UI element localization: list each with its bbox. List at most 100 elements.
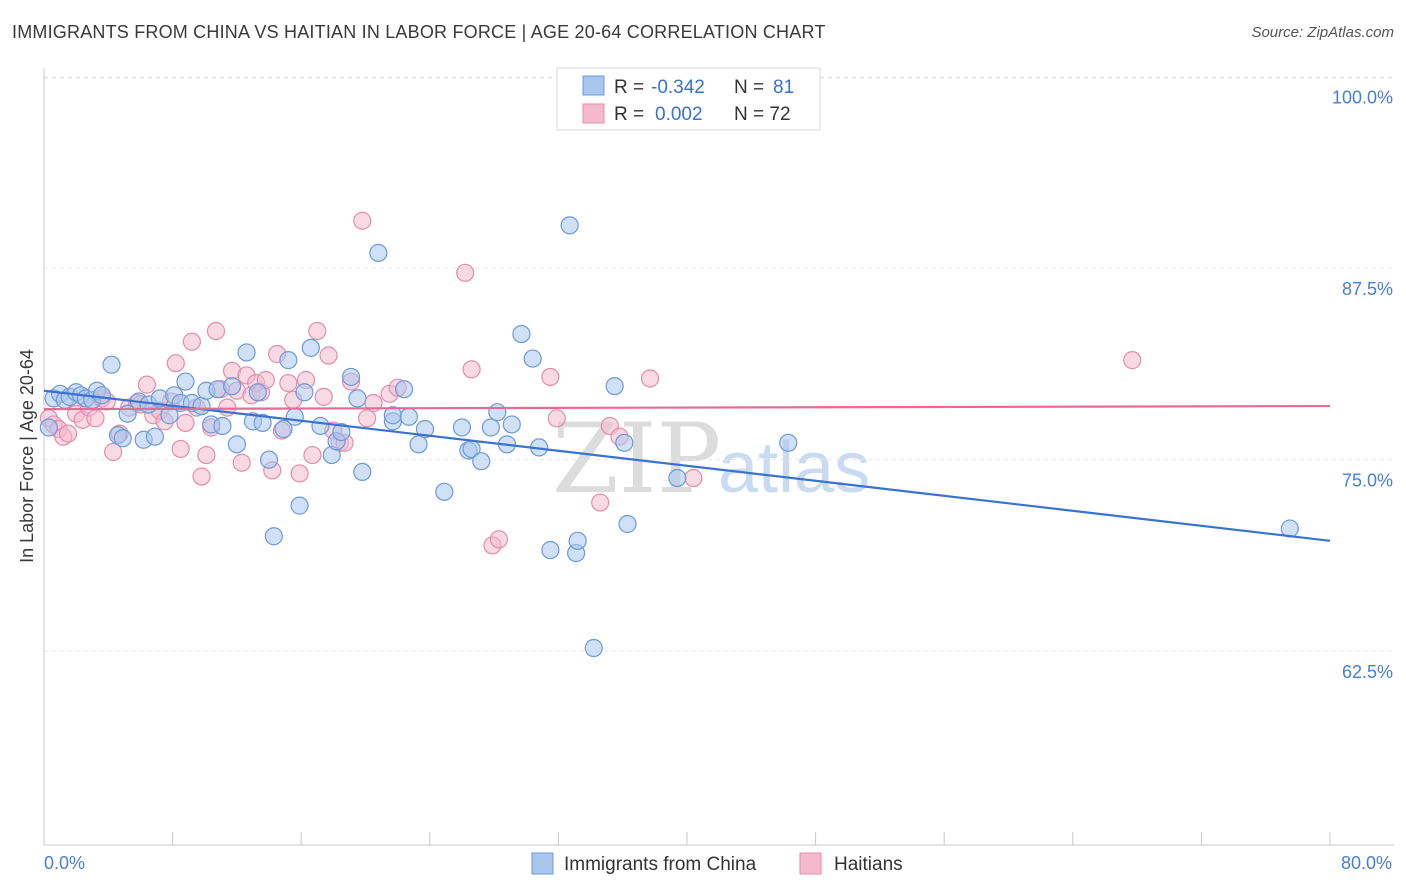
trend-lines <box>43 389 1331 542</box>
bottom-legend-label-haitians: Haitians <box>834 854 903 875</box>
china-point <box>227 435 246 454</box>
chart-title: IMMIGRANTS FROM CHINA VS HAITIAN IN LABO… <box>12 22 826 42</box>
haitians-point <box>182 332 201 351</box>
china-point <box>369 243 388 263</box>
haitians-point <box>547 409 566 428</box>
haitians-trend-line <box>43 404 1331 411</box>
china-point <box>160 406 179 425</box>
y-tick-label: 100.0% <box>1332 88 1393 108</box>
haitians-point <box>541 367 560 387</box>
china-point <box>311 416 330 436</box>
china-point <box>779 433 798 452</box>
china-point <box>472 452 491 471</box>
y-axis-label: In Labor Force | Age 20-64 <box>17 349 37 563</box>
china-point <box>348 389 367 408</box>
y-tick-label: 62.5% <box>1342 662 1393 682</box>
china-point <box>237 343 256 362</box>
china-point <box>409 435 428 454</box>
haitians-point <box>232 453 251 472</box>
china-point <box>259 450 279 469</box>
haitians-point <box>290 464 309 483</box>
haitians-point <box>279 373 298 393</box>
china-point <box>502 415 521 434</box>
legend-swatch-haitians <box>582 103 605 124</box>
china-point <box>192 396 211 416</box>
haitians-point <box>137 375 156 394</box>
china-point <box>341 367 361 387</box>
haitians-point <box>303 445 322 465</box>
haitians-point <box>456 263 475 282</box>
china-point <box>295 383 314 402</box>
x-ticks <box>172 832 1331 845</box>
haitians-point <box>319 346 338 365</box>
haitians-point <box>86 409 105 428</box>
x-tick-label-max: 80.0% <box>1341 853 1392 873</box>
china-point <box>176 372 195 391</box>
legend-r-value-china: -0.342 <box>651 77 705 98</box>
china-point <box>615 433 634 452</box>
china-point <box>290 496 309 515</box>
china-point <box>618 514 637 534</box>
legend-n-label-china: N = <box>734 77 764 98</box>
china-point <box>399 407 419 426</box>
china-trend-line <box>43 389 1331 542</box>
haitians-point <box>353 211 372 230</box>
china-point <box>332 422 351 442</box>
china-point <box>415 419 435 439</box>
china-point <box>145 427 165 446</box>
haitians-point <box>206 321 226 341</box>
haitians-point <box>684 468 703 488</box>
china-point <box>668 468 687 488</box>
haitians-point <box>462 360 481 379</box>
gridlines <box>44 76 1394 652</box>
bottom-legend-swatch-china <box>531 852 554 875</box>
china-point <box>301 338 320 357</box>
haitians-point <box>489 530 509 549</box>
china-point <box>488 403 507 422</box>
y-tick-label: 75.0% <box>1342 471 1393 491</box>
haitians-point <box>171 439 190 459</box>
china-point <box>274 419 293 439</box>
y-tick-label: 87.5% <box>1342 279 1393 299</box>
legend-n-label-haitians: N = 72 <box>734 104 791 125</box>
legend-r-label-china: R = <box>614 77 644 98</box>
china-point <box>264 527 283 546</box>
china-point <box>512 324 531 344</box>
haitians-point <box>166 354 185 373</box>
haitians-point <box>358 409 377 428</box>
legend-r-value-haitians: 0.002 <box>655 104 703 125</box>
legend-swatch-china <box>582 75 605 96</box>
china-point <box>92 386 111 405</box>
haitians-point <box>1123 351 1142 370</box>
china-point <box>213 416 232 436</box>
china-point <box>584 638 603 658</box>
haitians-point <box>308 321 327 341</box>
china-point <box>39 418 58 437</box>
haitians-point <box>591 493 610 512</box>
china-point <box>435 482 454 501</box>
china-point <box>222 377 242 396</box>
china-point <box>102 355 121 374</box>
china-point <box>285 407 304 426</box>
china-point <box>248 383 267 402</box>
china-point <box>560 216 579 235</box>
haitians-point <box>192 467 211 486</box>
legend-box: R = -0.342 N = 81 R = 0.002 N = 72 <box>556 67 821 131</box>
china-point <box>253 413 272 433</box>
haitians-point <box>640 369 660 388</box>
haitians-point <box>176 413 195 433</box>
china-point <box>113 429 132 448</box>
china-point <box>541 540 560 560</box>
haitians-point <box>59 424 78 443</box>
china-point <box>279 351 298 370</box>
haitians-point <box>197 445 216 465</box>
x-tick-label-min: 0.0% <box>44 853 85 873</box>
china-point <box>605 377 624 396</box>
china-point <box>568 531 587 550</box>
legend-r-label-haitians: R = <box>614 104 644 125</box>
y-tick-labels: 62.5% 75.0% 87.5% 100.0% <box>1332 88 1393 682</box>
china-point <box>353 462 372 482</box>
bottom-legend-label-china: Immigrants from China <box>564 854 757 875</box>
china-point <box>523 349 542 368</box>
